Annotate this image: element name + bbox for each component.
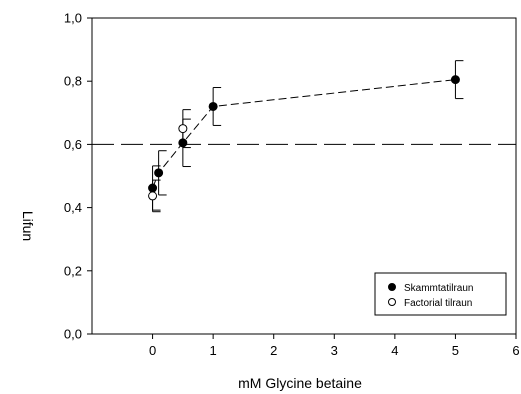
legend-label-series-2: Factorial tilraun (404, 298, 472, 309)
data-point-filled (450, 75, 460, 85)
legend-marker-filled-circle (388, 283, 396, 291)
legend-label-series-1: Skammtatilraun (404, 283, 473, 294)
x-tick-label: 6 (512, 343, 519, 358)
x-tick-label: 0 (149, 343, 156, 358)
x-tick-label: 5 (452, 343, 459, 358)
data-point-filled (154, 168, 164, 178)
x-tick-label: 3 (331, 343, 338, 358)
data-point-open (178, 124, 188, 134)
plot-frame (91, 17, 517, 335)
y-tick-label: 0,4 (64, 200, 82, 215)
data-point-open (148, 191, 158, 201)
legend-marker-open-circle (388, 298, 396, 306)
data-point-filled (208, 101, 218, 111)
y-tick-label: 1,0 (64, 11, 82, 26)
x-tick-label: 1 (210, 343, 217, 358)
legend: Skammtatilraun Factorial tilraun (374, 272, 507, 316)
plot-area: 0 1 2 3 4 5 6 0,0 0,2 0,4 0,6 0,8 1,0 (64, 11, 520, 359)
x-tick-label: 4 (391, 343, 398, 358)
y-tick-label: 0,2 (64, 263, 82, 278)
y-tick-label: 0,6 (64, 137, 82, 152)
legend-box (374, 272, 507, 316)
x-tick-label: 2 (270, 343, 277, 358)
x-axis-title: mM Glycine betaine (238, 375, 362, 391)
y-tick-label: 0,0 (64, 327, 82, 342)
y-axis-title: Lifun (20, 211, 36, 241)
y-tick-label: 0,8 (64, 74, 82, 89)
series-line (152, 79, 456, 189)
